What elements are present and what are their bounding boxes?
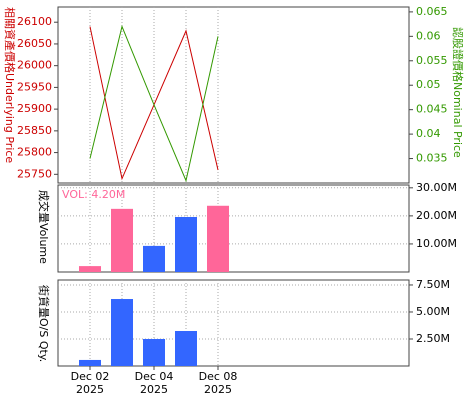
y-axis-title: 街貨量O/S Qty. [37, 285, 51, 362]
y-tick-label: 20.00M [416, 209, 457, 222]
y-tick-label: 25900 [17, 102, 52, 115]
y-tick-label: 10.00M [416, 237, 457, 250]
price-line [89, 24, 219, 183]
plot-frame [57, 184, 410, 273]
bar [143, 245, 165, 272]
volume-annotation: VOL: 4.20M [62, 188, 125, 201]
x-tick-label: Dec 02 [71, 370, 110, 383]
y-tick-label: 5.00M [416, 305, 450, 318]
x-tick-year: 2025 [140, 383, 168, 396]
bar [79, 359, 101, 366]
y2-tick-label: 0.035 [416, 152, 448, 165]
y2-tick-label: 0.05 [416, 78, 441, 91]
y2-tick-label: 0.065 [416, 5, 448, 18]
y2-tick-label: 0.04 [416, 127, 441, 140]
y-tick-label: 25750 [17, 167, 52, 180]
y-tick-label: 30.00M [416, 181, 457, 194]
y2-tick-label: 0.045 [416, 103, 448, 116]
y-tick-label: 26100 [17, 15, 52, 28]
y-tick-label: 26000 [17, 59, 52, 72]
bar [111, 299, 133, 366]
y-tick-label: 26050 [17, 37, 52, 50]
bar [143, 338, 165, 366]
x-tick-year: 2025 [204, 383, 232, 396]
bar [207, 205, 229, 272]
y2-tick-label: 0.055 [416, 54, 448, 67]
x-tick-label: Dec 04 [135, 370, 174, 383]
bar [111, 208, 133, 272]
y-tick-label: 25800 [17, 146, 52, 159]
y2-axis-title: 認股證價格Nominal Price [451, 27, 465, 158]
bar [175, 216, 197, 272]
y-tick-label: 7.50M [416, 278, 450, 291]
y2-tick-label: 0.06 [416, 29, 441, 42]
x-tick-label: Dec 08 [199, 370, 238, 383]
bar [79, 266, 101, 272]
y-tick-label: 25950 [17, 80, 52, 93]
y-axis-title: 成交量Volume [37, 190, 51, 264]
y-axis-title: 相關資產價格Underlying Price [3, 7, 17, 163]
plot-frame [57, 6, 410, 184]
x-tick-year: 2025 [76, 383, 104, 396]
y-tick-label: 25850 [17, 124, 52, 137]
y-tick-label: 2.50M [416, 332, 450, 345]
plot-frame [57, 279, 410, 367]
bar [175, 330, 197, 366]
